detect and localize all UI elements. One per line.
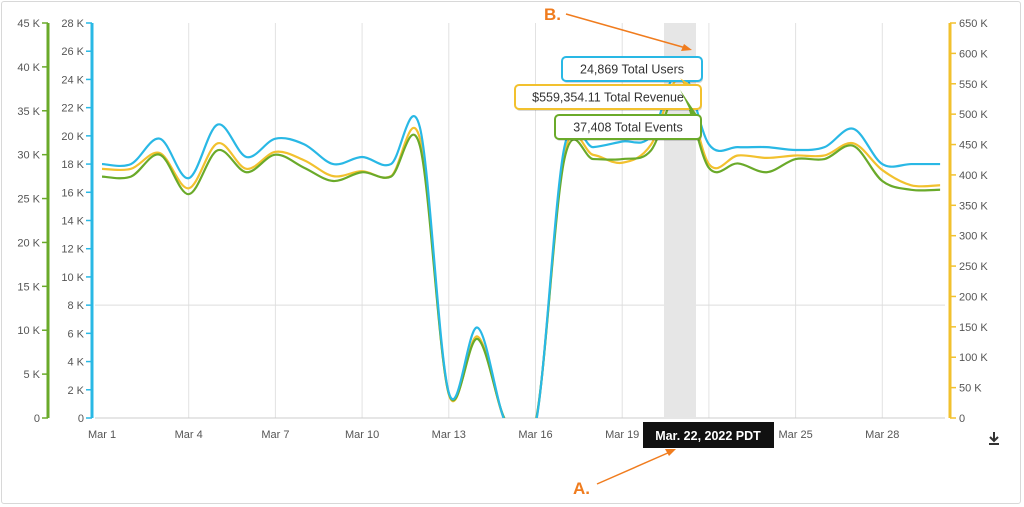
left-axis-tick-label: 0: [34, 413, 40, 425]
left-axis-tick-label: 40 K: [17, 62, 40, 74]
left-axis-tick-label: 30 K: [17, 150, 40, 162]
left-axis-tick-label: 10 K: [17, 325, 40, 337]
series-line-total-users: [101, 66, 941, 418]
left-axis-tick-label: 45 K: [17, 18, 40, 30]
callout-a-arrow-head: [665, 449, 676, 456]
middle-axis-tick-label: 14 K: [61, 216, 84, 228]
x-tick-label: Mar 28: [865, 429, 899, 441]
middle-axis-tick-label: 22 K: [61, 103, 84, 115]
tooltip-total-users: 24,869 Total Users: [561, 56, 703, 83]
middle-axis-tick-label: 28 K: [61, 18, 84, 30]
tooltip-text: 37,408 Total Events: [573, 121, 683, 135]
left-axis-tick-label: 5 K: [23, 369, 40, 381]
x-axis-ticks: Mar 1 Mar 4 Mar 7 Mar 10 Mar 13 Mar 16 Mar 19 M…: [88, 429, 899, 441]
right-axis-tick-label: 550 K: [959, 79, 988, 91]
tooltip-text: 24,869 Total Users: [580, 63, 684, 77]
date-flag-box: [643, 422, 774, 448]
callout-b-label: B.: [544, 5, 561, 24]
callouts: B. A.: [544, 5, 692, 498]
right-axis-tick-label: 650 K: [959, 18, 988, 30]
tooltip-total-revenue: $559,354.11 Total Revenue: [514, 78, 702, 111]
series-layer: [101, 66, 941, 418]
tooltip-layer: 24,869 Total Users $559,354.11 Total Reve…: [514, 56, 703, 141]
right-axis-tick-label: 150 K: [959, 322, 988, 334]
tooltip-pointer: [680, 89, 701, 133]
x-tick-label: Mar 19: [605, 429, 639, 441]
middle-axis-tick-label: 8 K: [67, 300, 84, 312]
series-line-total-revenue: [101, 77, 941, 418]
middle-axis-tick-label: 16 K: [61, 187, 84, 199]
right-axis-tick-label: 0: [959, 413, 965, 425]
series-line-total-events: [101, 88, 941, 418]
left-axis-tick-label: 35 K: [17, 106, 40, 118]
right-axis-tick-label: 100 K: [959, 352, 988, 364]
right-axis-tick-label: 600 K: [959, 48, 988, 60]
left-axis-tick-label: 20 K: [17, 237, 40, 249]
tooltip-box: [554, 114, 702, 140]
right-axis-tick-label: 350 K: [959, 200, 988, 212]
middle-axis-tick-label: 10 K: [61, 272, 84, 284]
callout-a-label: A.: [573, 479, 590, 498]
right-axis-tick-label: 200 K: [959, 291, 988, 303]
middle-axis-tick-label: 2 K: [67, 385, 84, 397]
right-axis-tick-label: 300 K: [959, 231, 988, 243]
middle-axis-tick-label: 26 K: [61, 46, 84, 58]
right-axis-tick-label: 50 K: [959, 383, 982, 395]
tooltip-box: [514, 84, 702, 110]
middle-axis-tick-label: 6 K: [67, 328, 84, 340]
x-tick-label: Mar 7: [261, 429, 289, 441]
right-axis-tick-label: 400 K: [959, 170, 988, 182]
middle-axis-tick-label: 12 K: [61, 244, 84, 256]
x-tick-label: Mar 4: [175, 429, 203, 441]
date-flag: Mar. 22, 2022 PDT: [643, 422, 774, 448]
x-tick-label: Mar 10: [345, 429, 379, 441]
callout-a-arrow-line: [596, 451, 671, 485]
download-icon[interactable]: [986, 430, 1002, 446]
tooltip-text: $559,354.11 Total Revenue: [532, 91, 684, 105]
right-axis-tick-label: 250 K: [959, 261, 988, 273]
right-axis-tick-label: 450 K: [959, 140, 988, 152]
middle-axis-tick-label: 20 K: [61, 131, 84, 143]
callout-b-arrow-line: [565, 13, 687, 49]
grid-lines: [95, 23, 945, 419]
x-tick-label: Mar 25: [778, 429, 812, 441]
x-tick-label: Mar 1: [88, 429, 116, 441]
right-axis-tick-label: 500 K: [959, 109, 988, 121]
middle-axis-tick-label: 18 K: [61, 159, 84, 171]
tooltip-box: [561, 56, 703, 82]
left-axis-tick-label: 25 K: [17, 194, 40, 206]
x-tick-label: Mar 13: [432, 429, 466, 441]
axes: 0 5 K 10 K 15 K 20 K 25 K 30 K 35 K 40 K 45 K 0 2 K…: [17, 18, 988, 425]
tooltip-total-events: 37,408 Total Events: [554, 89, 702, 141]
date-flag-text: Mar. 22, 2022 PDT: [655, 429, 761, 443]
x-tick-label: Mar 16: [518, 429, 552, 441]
left-axis-tick-label: 15 K: [17, 281, 40, 293]
middle-axis-tick-label: 24 K: [61, 74, 84, 86]
middle-axis-tick-label: 0: [78, 413, 84, 425]
callout-b-arrow-head: [681, 44, 692, 51]
middle-axis-tick-label: 4 K: [67, 357, 84, 369]
